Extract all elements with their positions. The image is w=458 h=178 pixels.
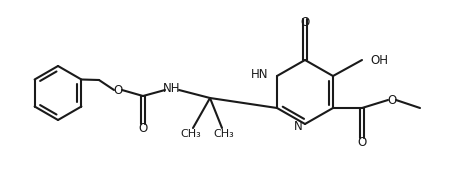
Text: O: O bbox=[114, 83, 123, 96]
Text: N: N bbox=[294, 119, 303, 132]
Text: OH: OH bbox=[370, 54, 388, 67]
Text: CH₃: CH₃ bbox=[213, 129, 234, 139]
Text: NH: NH bbox=[163, 82, 181, 96]
Text: O: O bbox=[138, 122, 147, 135]
Text: CH₃: CH₃ bbox=[180, 129, 202, 139]
Text: O: O bbox=[300, 17, 310, 30]
Text: O: O bbox=[387, 93, 397, 106]
Text: O: O bbox=[357, 135, 366, 148]
Text: HN: HN bbox=[251, 69, 268, 82]
